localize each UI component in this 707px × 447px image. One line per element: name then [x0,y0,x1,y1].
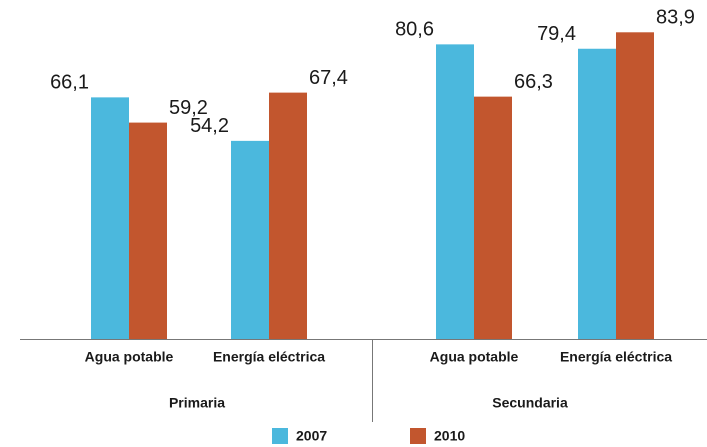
data-label: 66,1 [50,72,89,94]
data-label: 79,4 [537,23,576,45]
data-label: 66,3 [514,71,553,93]
bar [616,32,654,339]
x-tick-label: Agua potable [85,349,174,365]
bar [91,97,129,340]
legend-label: 2007 [296,428,327,444]
bar [578,48,616,339]
group-label: Primaria [169,395,225,411]
bar [436,44,474,340]
data-label: 80,6 [395,19,434,41]
x-tick-label: Energía eléctrica [560,349,672,365]
bar [129,122,167,339]
data-label: 67,4 [309,67,348,89]
legend-swatch [272,428,288,444]
data-label: 59,2 [169,97,208,119]
data-label: 83,9 [656,7,695,29]
bar [231,140,269,339]
legend-label: 2010 [434,428,465,444]
data-label: 54,2 [190,115,229,137]
group-label: Secundaria [492,395,568,411]
bar [269,92,307,339]
x-tick-label: Energía eléctrica [213,349,325,365]
bar [474,96,512,340]
x-tick-label: Agua potable [430,349,519,365]
legend-swatch [410,428,426,444]
